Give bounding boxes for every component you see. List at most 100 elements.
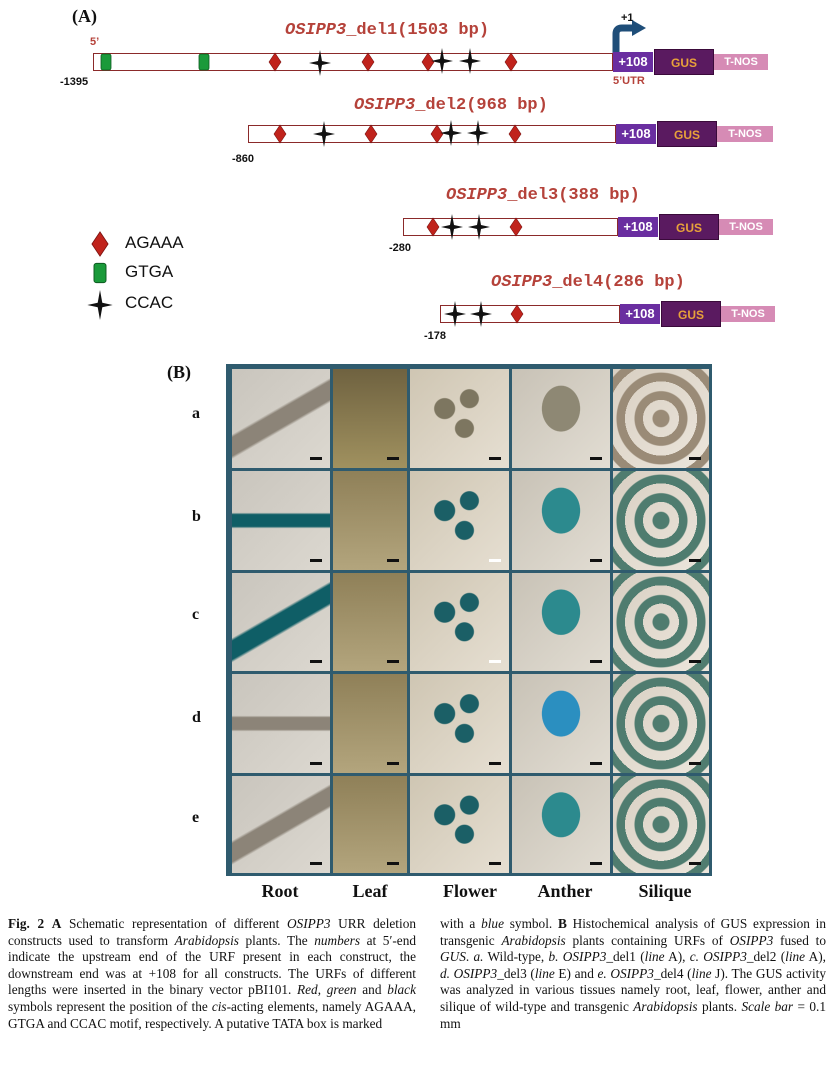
caption-run: at 5′-end indicate the upstream end of t… bbox=[8, 932, 416, 998]
panel-b-label: (B) bbox=[167, 362, 191, 382]
caption-run: Wild-type, bbox=[483, 949, 549, 965]
ccac-marker-icon bbox=[441, 214, 463, 240]
ccac-marker-icon bbox=[444, 301, 466, 327]
ccac-marker-icon bbox=[468, 214, 490, 240]
scale-bar bbox=[489, 862, 501, 865]
caption-run: a. bbox=[473, 949, 484, 965]
scale-bar bbox=[489, 660, 501, 663]
scale-bar bbox=[310, 559, 322, 562]
scale-bar bbox=[310, 762, 322, 765]
caption-run: A), bbox=[805, 949, 827, 965]
caption-left-text: A Schematic representation of different … bbox=[8, 916, 416, 1031]
construct-1-title: OSIPP3_del1(1503 bp) bbox=[285, 21, 490, 40]
scale-bar bbox=[489, 762, 501, 765]
figure-caption-left: Fig. 2 A Schematic representation of dif… bbox=[8, 916, 416, 1032]
caption-run: b. OSIPP3 bbox=[548, 949, 607, 965]
agaaa-marker-icon bbox=[273, 124, 287, 144]
ccac-marker-icon bbox=[470, 301, 492, 327]
gus-photo-d-root bbox=[232, 674, 330, 773]
construct-3-tnos-box: T-NOS bbox=[719, 219, 773, 235]
agaaa-marker-icon bbox=[421, 52, 435, 72]
scale-bar bbox=[489, 457, 501, 460]
caption-run: plants. The bbox=[238, 932, 315, 948]
panel-a-label: (A) bbox=[72, 6, 97, 26]
gus-photo-a-root bbox=[232, 369, 330, 468]
agaaa-marker-icon bbox=[510, 304, 524, 324]
agaaa-marker-icon bbox=[508, 124, 522, 144]
column-label-anther: Anther bbox=[537, 881, 593, 901]
construct-3-title: OSIPP3_del3(388 bp) bbox=[446, 186, 640, 205]
construct-1-tnos-box: T-NOS bbox=[714, 54, 768, 70]
construct-4-start: -178 bbox=[424, 330, 447, 342]
scale-bar bbox=[489, 559, 501, 562]
gus-photo-b-flower bbox=[410, 471, 509, 570]
gus-photo-c-silique bbox=[613, 573, 709, 671]
gus-photo-a-leaf bbox=[333, 369, 407, 468]
caption-run: with a bbox=[440, 916, 482, 931]
caption-run: Arabidopsis bbox=[501, 932, 566, 948]
construct-3-plus108: +108 bbox=[618, 217, 658, 237]
caption-right-text: with a blue symbol. B Histochemical anal… bbox=[440, 916, 826, 1031]
caption-run: Red bbox=[297, 982, 318, 998]
scale-bar bbox=[310, 660, 322, 663]
construct-2-start: -860 bbox=[232, 153, 255, 165]
agaaa-marker-icon bbox=[426, 217, 440, 237]
figure-number: Fig. 2 bbox=[8, 916, 45, 931]
construct-2-plus108: +108 bbox=[616, 124, 656, 144]
scale-bar bbox=[387, 559, 399, 562]
gus-photo-b-root bbox=[232, 471, 330, 570]
caption-run: GUS bbox=[440, 949, 466, 965]
scale-bar bbox=[590, 457, 602, 460]
scale-bar bbox=[387, 660, 399, 663]
construct-4-gus-box: GUS bbox=[661, 301, 721, 327]
caption-run: = 0.1 mm bbox=[440, 998, 826, 1031]
caption-run: d. OSIPP3 bbox=[440, 965, 498, 981]
scale-bar bbox=[689, 660, 701, 663]
scale-bar bbox=[310, 457, 322, 460]
construct-4-tnos-box: T-NOS bbox=[721, 306, 775, 322]
gus-photo-b-silique bbox=[613, 471, 709, 570]
agaaa-marker-icon bbox=[509, 217, 523, 237]
caption-run: A), bbox=[664, 949, 690, 965]
caption-run: plants. bbox=[697, 998, 742, 1014]
caption-run: E) and bbox=[554, 965, 598, 981]
legend-agaaa-label: AGAAA bbox=[125, 233, 184, 252]
gus-photo-b-leaf bbox=[333, 471, 407, 570]
construct-1-plus108: +108 bbox=[613, 52, 653, 72]
gus-photo-b-anther bbox=[512, 471, 610, 570]
column-label-leaf: Leaf bbox=[352, 881, 388, 901]
caption-run: Arabidopsis bbox=[633, 998, 698, 1014]
caption-run: A bbox=[51, 916, 62, 931]
construct-1-start: -1395 bbox=[60, 76, 89, 88]
caption-run: and bbox=[356, 982, 388, 998]
ccac-marker-icon bbox=[467, 120, 489, 146]
caption-run: , bbox=[317, 982, 327, 998]
scale-bar bbox=[590, 559, 602, 562]
caption-run: line bbox=[644, 949, 665, 965]
caption-run: fused to bbox=[773, 932, 826, 948]
agaaa-legend-icon bbox=[91, 231, 109, 257]
caption-run: -acting elements, namely AGAAA, GTGA and… bbox=[8, 998, 417, 1031]
row-label-a: a bbox=[192, 405, 200, 422]
gus-photo-d-flower bbox=[410, 674, 509, 773]
caption-run: green bbox=[326, 982, 357, 998]
gus-photo-a-silique bbox=[613, 369, 709, 468]
caption-run: c. OSIPP3 bbox=[689, 949, 747, 965]
column-label-root: Root bbox=[261, 881, 299, 901]
ccac-legend-icon bbox=[87, 290, 113, 320]
construct-4-plus108: +108 bbox=[620, 304, 660, 324]
gus-photo-a-flower bbox=[410, 369, 509, 468]
caption-run: line bbox=[691, 965, 712, 981]
caption-run: line bbox=[785, 949, 806, 965]
caption-run: . bbox=[465, 949, 474, 965]
tss-arrow-icon bbox=[612, 20, 646, 54]
column-label-flower: Flower bbox=[443, 881, 497, 901]
caption-run: symbols represent the position of the bbox=[8, 998, 212, 1014]
caption-run: e. OSIPP3 bbox=[597, 965, 654, 981]
caption-run: URR deletion constructs used to transfor… bbox=[8, 916, 416, 948]
scale-bar bbox=[387, 457, 399, 460]
caption-run: B bbox=[558, 916, 567, 931]
column-label-silique: Silique bbox=[638, 881, 692, 901]
scale-bar bbox=[310, 862, 322, 865]
agaaa-marker-icon bbox=[430, 124, 444, 144]
